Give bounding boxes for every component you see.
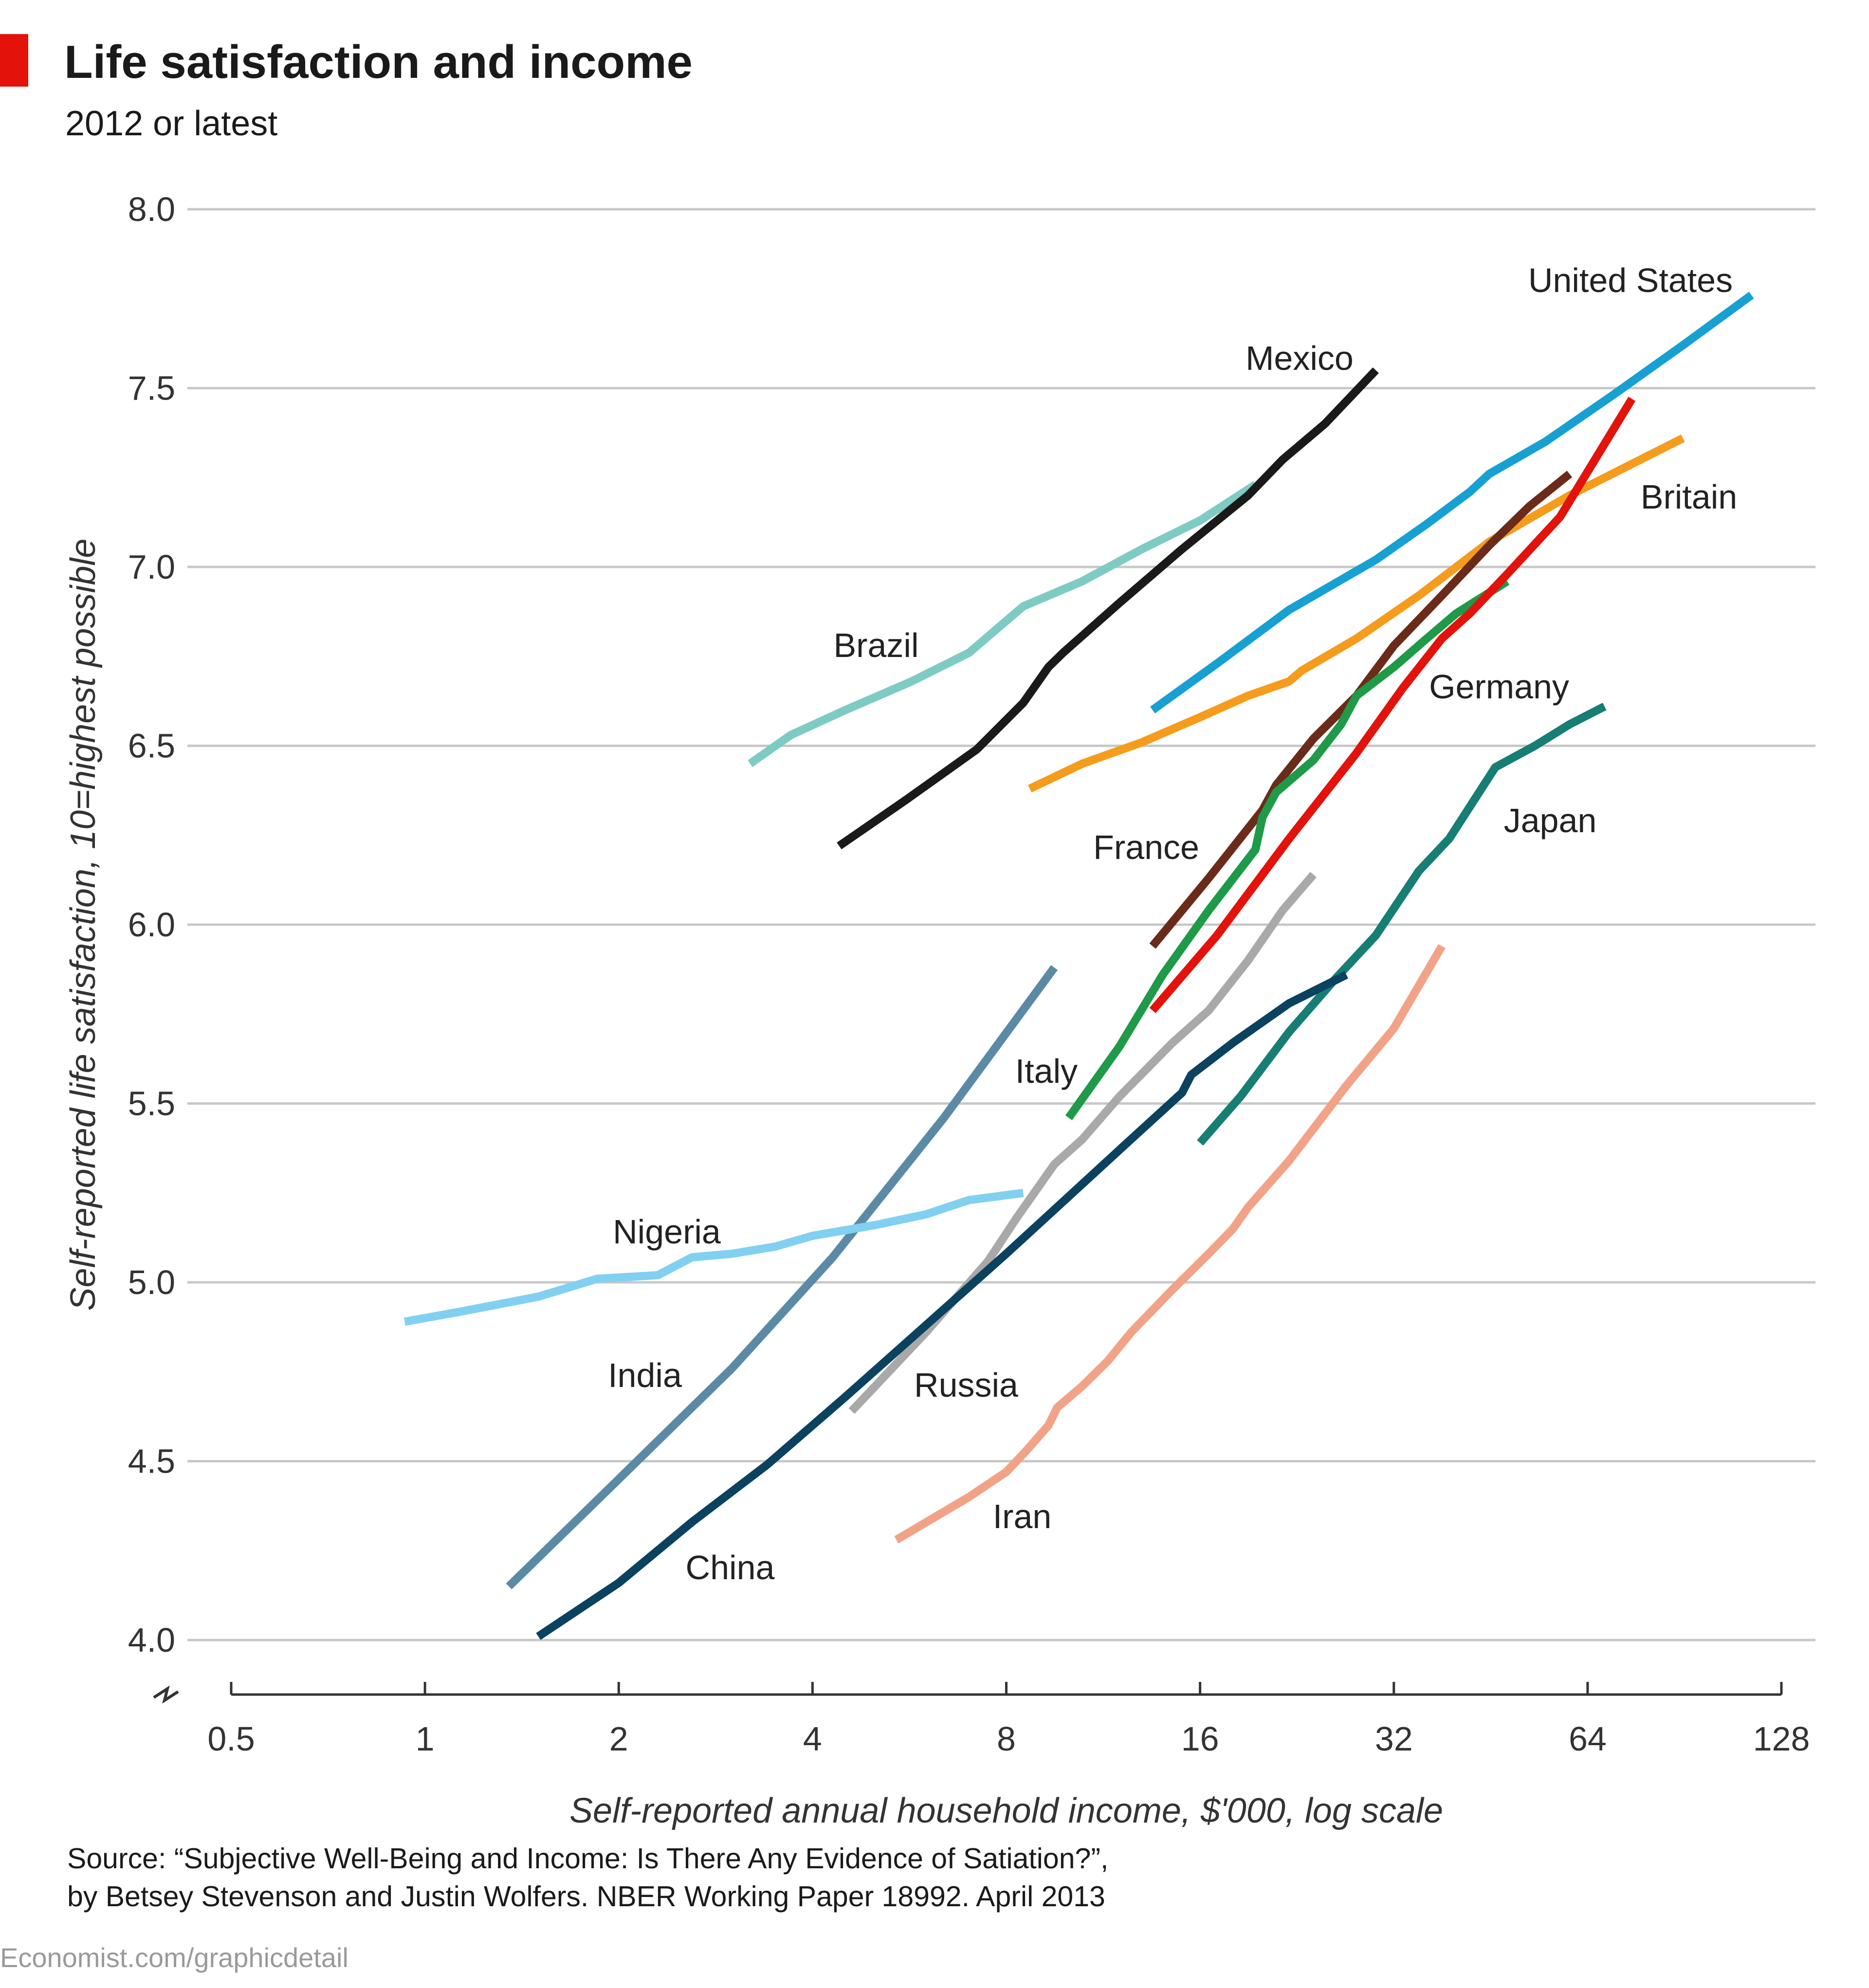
series-line-india [506,965,1058,1589]
x-tick-label: 4 [803,1720,822,1758]
y-tick-label: 5.0 [128,1263,175,1301]
series-line-britain [1028,434,1685,793]
x-tick-label: 64 [1569,1720,1607,1758]
series-label-germany: Germany [1429,668,1569,706]
series-line-brazil [748,481,1258,767]
y-tick-label: 5.5 [128,1085,175,1123]
axis-break-marker [153,1685,179,1704]
series-label-nigeria: Nigeria [613,1213,721,1251]
x-tick-label: 16 [1181,1720,1219,1758]
y-tick-label: 4.0 [128,1621,175,1659]
y-tick-label: 8.0 [128,190,175,228]
axes: 4.0 4.5 5.0 5.5 6.0 6.5 7.0 7.5 8.0 0.5 1 2 4 8 16 32 64… [64,190,1810,1830]
x-tick-label: 1 [416,1720,435,1758]
y-tick-label: 6.0 [128,906,175,944]
y-axis-title: Self-reported life satisfaction, 10=high… [64,539,103,1311]
series-line-united-states [1150,292,1754,713]
series-line-china [536,971,1348,1640]
series-label-italy: Italy [1015,1052,1078,1090]
series-lines [403,292,1754,1640]
source-line-2: by Betsey Stevenson and Justin Wolfers. … [67,1880,1105,1913]
chart-title: Life satisfaction and income [64,36,693,88]
series-label-britain: Britain [1641,478,1737,516]
series-label-iran: Iran [993,1497,1052,1535]
source-note: Source: “Subjective Well-Being and Incom… [67,1840,1108,1915]
series-line-mexico [837,367,1379,850]
x-tick-label: 8 [997,1720,1016,1758]
series-line-red-series-unlabelled [1149,397,1636,1013]
series-line-germany [1065,578,1510,1120]
series-label-united-states: United States [1528,261,1733,299]
brand-accent-bar [0,34,28,87]
site-credit: Economist.com/graphicdetail [0,1942,348,1973]
series-label-france: France [1093,828,1199,866]
series-label-mexico: Mexico [1246,339,1354,377]
x-tick-label: 128 [1753,1720,1810,1758]
series-labels: Brazil Mexico United States Britain France Ge… [608,261,1737,1587]
x-axis-title: Self-reported annual household income, $… [569,1791,1443,1830]
series-label-russia: Russia [914,1366,1018,1404]
series-label-china: China [686,1549,775,1587]
gridlines [187,208,1815,1641]
series-line-japan [1197,703,1607,1146]
x-tick-label: 32 [1375,1720,1413,1758]
x-tick-label: 2 [609,1720,628,1758]
y-tick-label: 7.5 [128,369,175,407]
series-label-india: India [608,1356,682,1394]
y-tick-label: 4.5 [128,1442,175,1480]
y-tick-label: 6.5 [128,727,175,765]
series-label-japan: Japan [1504,802,1597,839]
series-line-iran [894,944,1446,1544]
y-tick-label: 7.0 [128,548,175,586]
series-line-nigeria [403,1188,1024,1326]
series-label-brazil: Brazil [833,626,918,664]
chart-subtitle: 2012 or latest [65,104,278,143]
x-tick-label: 0.5 [207,1720,255,1758]
source-line-1: Source: “Subjective Well-Being and Incom… [67,1842,1109,1875]
series-line-italy [848,872,1317,1414]
